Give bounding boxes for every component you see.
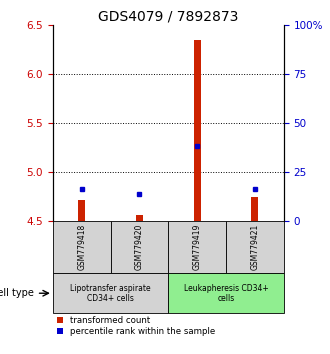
Text: Leukapheresis CD34+
cells: Leukapheresis CD34+ cells	[184, 284, 268, 303]
Bar	[111, 221, 168, 273]
Bar	[53, 273, 168, 313]
Bar	[78, 200, 85, 221]
Text: GSM779418: GSM779418	[77, 224, 86, 270]
Bar	[168, 221, 226, 273]
Bar	[136, 215, 143, 221]
Text: cell type: cell type	[0, 288, 34, 298]
Text: GSM779419: GSM779419	[193, 224, 202, 270]
Text: Lipotransfer aspirate
CD34+ cells: Lipotransfer aspirate CD34+ cells	[70, 284, 151, 303]
Text: GSM779421: GSM779421	[250, 224, 259, 270]
Legend: transformed count, percentile rank within the sample: transformed count, percentile rank withi…	[57, 316, 215, 336]
Title: GDS4079 / 7892873: GDS4079 / 7892873	[98, 10, 239, 24]
Bar	[194, 40, 201, 221]
Bar	[251, 196, 258, 221]
Bar	[226, 221, 284, 273]
Bar	[168, 273, 284, 313]
Bar	[53, 221, 111, 273]
Text: GSM779420: GSM779420	[135, 224, 144, 270]
